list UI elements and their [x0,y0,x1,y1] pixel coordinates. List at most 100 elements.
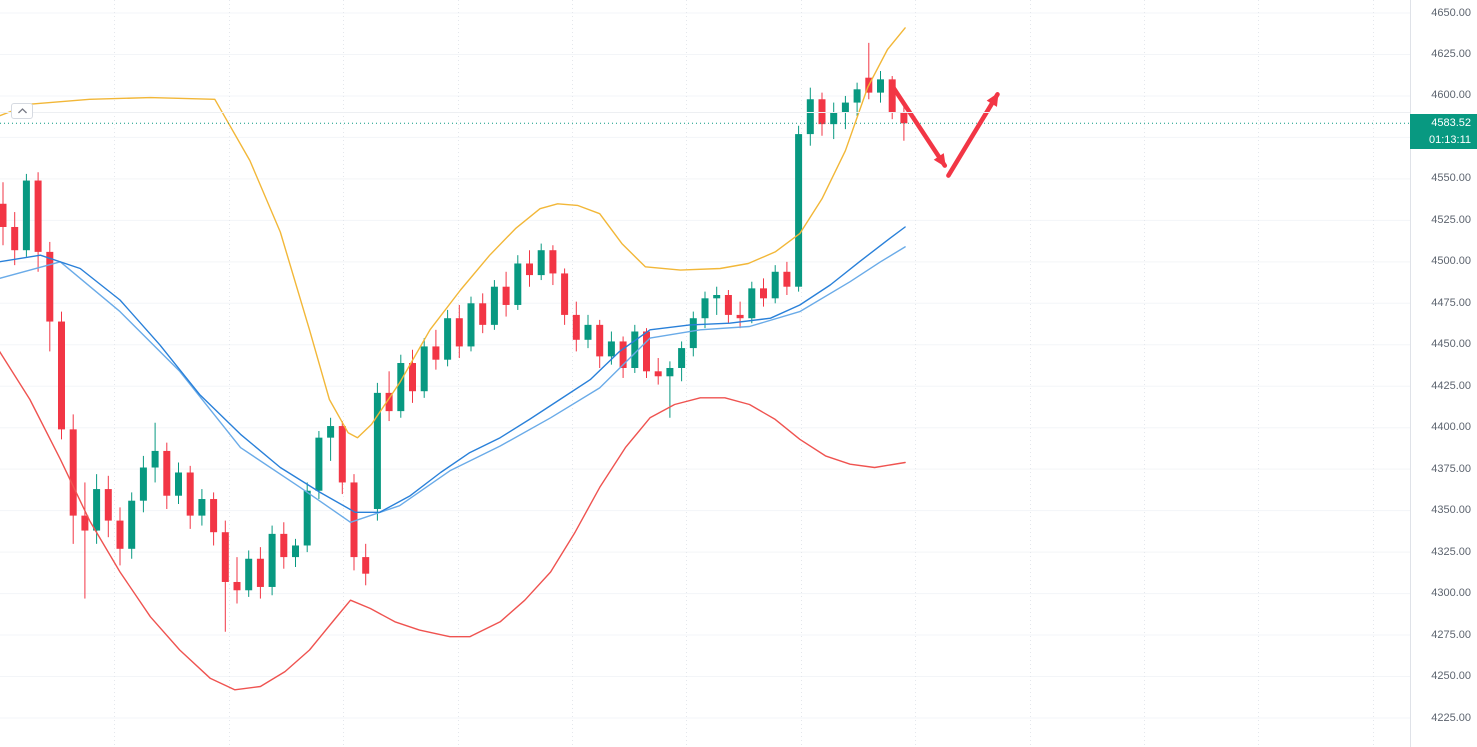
candle-body [385,392,393,412]
candle-body [561,273,569,315]
candle-body [596,324,604,357]
candle-body [853,89,861,103]
candle-body [397,363,405,412]
candle-body [783,271,791,287]
candle-body [11,226,19,251]
candle-body [537,250,545,276]
price-axis-label: 4400.00 [1431,421,1471,434]
candle-body [490,286,498,325]
price-axis-label: 4425.00 [1431,379,1471,392]
candle-body [888,79,896,113]
price-axis-label: 4450.00 [1431,338,1471,351]
candle-body [607,341,615,357]
legend-divider-line [0,112,1477,113]
price-axis-label: 4325.00 [1431,545,1471,558]
candle-body [830,112,838,125]
candle-body [514,263,522,305]
candle-body [373,392,381,509]
candle-body [210,499,218,533]
candle-body [432,346,440,360]
last-price-badge: 4583.52 [1410,114,1477,133]
price-axis-label: 4525.00 [1431,213,1471,226]
candle-body [338,426,346,483]
chart-pane[interactable] [0,0,1410,747]
candle-body [654,371,662,377]
candle-body [806,99,814,135]
candle-body [315,437,323,491]
candle-body [268,533,276,587]
candle-body [479,303,487,325]
candle-body [760,288,767,299]
candle-body [116,520,124,549]
candle-body [198,499,206,516]
price-axis[interactable]: 4583.52 01:13:11 4650.00 4625.00 4600.00 45… [1410,0,1477,747]
candle-body [444,318,452,360]
down-arrow-annotation[interactable] [891,85,948,168]
ma-basis-line [0,226,906,513]
price-axis-label: 4275.00 [1431,628,1471,641]
candle-body [104,489,112,521]
price-axis-label: 4550.00 [1431,172,1471,185]
candle-body [841,102,849,113]
candle-body [69,429,77,516]
candle-body [303,490,311,546]
candle-body [128,500,136,549]
candle-body [175,472,182,496]
candle-body [619,341,627,368]
candle-body [818,99,826,125]
candle-body [900,112,908,124]
price-axis-label: 4375.00 [1431,462,1471,475]
candle-body [549,250,557,274]
candle-body [666,367,674,377]
candle-body [0,203,7,227]
price-axis-label: 4625.00 [1431,47,1471,60]
legend-collapse-button[interactable] [11,103,33,119]
candle-body [795,134,803,287]
candle-body [467,303,475,347]
candle-body [245,558,253,591]
candle-body [233,581,241,591]
price-axis-label: 4650.00 [1431,6,1471,19]
up-arrow-annotation[interactable] [946,92,1000,178]
candle-body [81,515,89,531]
ema-line [0,246,906,523]
candle-body [151,450,159,468]
candle-body [631,331,639,368]
candle-body [678,348,686,368]
candle-body [221,532,229,582]
candle-body [572,314,580,340]
price-axis-label: 4300.00 [1431,587,1471,600]
candle-body [643,331,650,372]
price-axis-label: 4350.00 [1431,504,1471,517]
price-axis-label: 4600.00 [1431,89,1471,102]
candle-body [584,324,592,340]
candle-body [502,286,510,305]
price-axis-label: 4250.00 [1431,670,1471,683]
candle-body [748,288,756,319]
candle-body [46,251,54,322]
price-axis-label: 4225.00 [1431,711,1471,724]
candle-body [877,79,884,93]
candle-body [526,263,533,276]
candle-body [58,321,65,430]
candle-body [713,295,721,299]
chart-canvas[interactable] [0,0,1410,747]
candle-body [93,489,101,531]
candle-body [280,533,288,558]
price-axis-label: 4475.00 [1431,296,1471,309]
candle-body [771,271,779,299]
candle-body [163,450,171,496]
candle-body [186,472,194,516]
candle-body [689,318,697,349]
chevron-up-icon [17,108,27,114]
candle-body [34,180,42,252]
candle-body [724,295,732,315]
candle-body [327,426,335,438]
candle-body [362,557,370,574]
candle-body [292,545,299,558]
candle-body [139,467,147,501]
candle-body [409,363,416,392]
candle-body [350,482,358,558]
candle-body [455,318,463,347]
